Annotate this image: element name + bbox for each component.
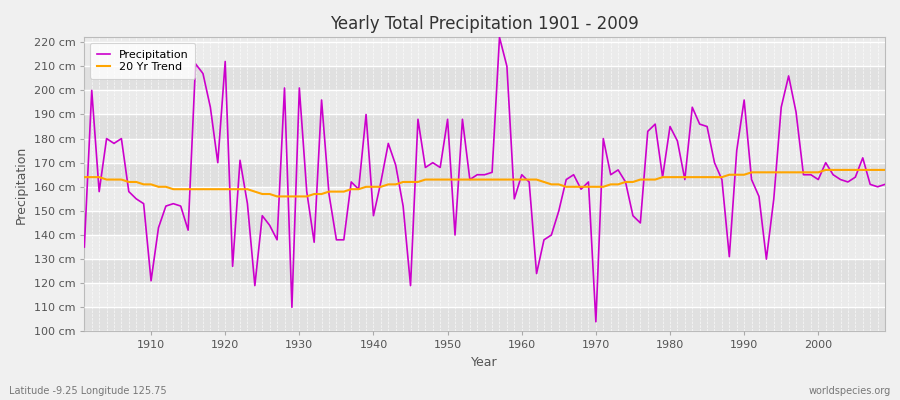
Line: Precipitation: Precipitation [85, 37, 885, 322]
Precipitation [79, 245, 90, 250]
Text: Latitude -9.25 Longitude 125.75: Latitude -9.25 Longitude 125.75 [9, 386, 166, 396]
Bar [85, 187, 885, 211]
Bar [85, 90, 885, 114]
Bar [85, 138, 885, 163]
Bar [85, 259, 885, 283]
Precipitation [494, 35, 505, 40]
Bar [85, 66, 885, 90]
Y-axis label: Precipitation: Precipitation [15, 145, 28, 224]
20 Yr Trend [353, 187, 364, 192]
Precipitation [524, 180, 535, 184]
Precipitation [302, 189, 312, 194]
Bar [85, 211, 885, 235]
Precipitation [620, 180, 631, 184]
Precipitation [590, 319, 601, 324]
Text: worldspecies.org: worldspecies.org [809, 386, 891, 396]
Title: Yearly Total Precipitation 1901 - 2009: Yearly Total Precipitation 1901 - 2009 [330, 15, 639, 33]
20 Yr Trend [139, 182, 149, 187]
Bar [85, 163, 885, 187]
Precipitation [346, 180, 356, 184]
Precipitation [517, 172, 527, 177]
Bar [85, 235, 885, 259]
20 Yr Trend [79, 175, 90, 180]
Precipitation [139, 201, 149, 206]
Bar [85, 114, 885, 138]
Bar [85, 42, 885, 66]
20 Yr Trend [517, 177, 527, 182]
Bar [85, 307, 885, 332]
Precipitation [879, 182, 890, 187]
20 Yr Trend [309, 192, 320, 196]
20 Yr Trend [524, 177, 535, 182]
Legend: Precipitation, 20 Yr Trend: Precipitation, 20 Yr Trend [90, 43, 195, 79]
X-axis label: Year: Year [472, 356, 498, 369]
20 Yr Trend [820, 168, 831, 172]
20 Yr Trend [879, 168, 890, 172]
20 Yr Trend [272, 194, 283, 199]
Bar [85, 283, 885, 307]
Line: 20 Yr Trend: 20 Yr Trend [85, 170, 885, 196]
20 Yr Trend [613, 182, 624, 187]
